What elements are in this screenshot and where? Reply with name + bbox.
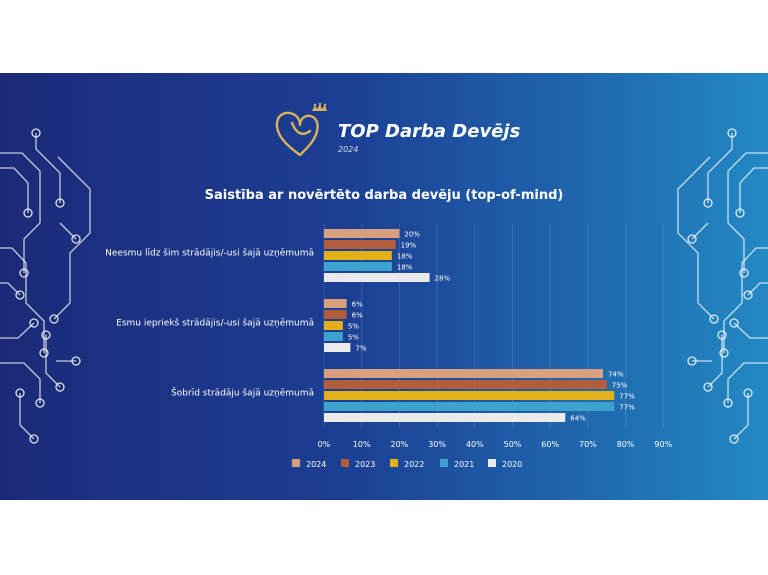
bar-value-label: 18% — [397, 264, 413, 272]
bar — [324, 343, 351, 352]
category-label: Neesmu līdz šim strādājis/-usi šajā uzņē… — [105, 248, 314, 259]
bar — [324, 310, 347, 319]
category-label: Esmu iepriekš strādājis/-usi šajā uzņēmu… — [116, 318, 314, 329]
bar — [324, 273, 430, 282]
legend-label: 2023 — [355, 460, 375, 469]
x-tick-label: 10% — [353, 440, 371, 449]
legend-label: 2024 — [306, 460, 326, 469]
legend-swatch — [292, 459, 300, 467]
bar-value-label: 77% — [619, 404, 635, 412]
bar — [324, 369, 603, 378]
bar-value-label: 5% — [348, 334, 359, 342]
bar — [324, 240, 396, 249]
bar — [324, 332, 343, 341]
x-tick-label: 90% — [654, 440, 672, 449]
circuit-decoration-left-icon — [0, 128, 91, 444]
bar-value-label: 74% — [608, 371, 624, 379]
legend-swatch — [440, 459, 448, 467]
legend-label: 2022 — [404, 460, 424, 469]
bar — [324, 229, 400, 238]
x-tick-label: 0% — [318, 440, 331, 449]
x-tick-label: 30% — [428, 440, 446, 449]
bar — [324, 413, 566, 422]
bar-value-label: 64% — [570, 415, 586, 423]
x-tick-label: 40% — [466, 440, 484, 449]
heart-crown-icon — [275, 102, 327, 157]
bar — [324, 380, 607, 389]
category-label: Šobrīd strādāju šajā uzņēmumā — [171, 387, 314, 399]
x-tick-label: 80% — [617, 440, 635, 449]
bar — [324, 299, 347, 308]
x-tick-label: 70% — [579, 440, 597, 449]
bar-value-label: 28% — [435, 275, 451, 283]
bar — [324, 262, 392, 271]
bar-value-label: 6% — [352, 301, 363, 309]
bar-value-label: 6% — [352, 312, 363, 320]
bar-value-label: 5% — [348, 323, 359, 331]
legend-swatch — [488, 459, 496, 467]
chart-title: Saistība ar novērtēto darba devēju (top-… — [204, 188, 564, 203]
bar-value-label: 19% — [401, 242, 417, 250]
bar — [324, 391, 615, 400]
x-tick-label: 20% — [391, 440, 409, 449]
slide-background: TOP Darba Devējs 2024 Saistība ar novērt… — [0, 73, 768, 500]
brand-logo: TOP Darba Devējs 2024 — [272, 102, 520, 159]
bar — [324, 321, 343, 330]
legend-swatch — [390, 459, 398, 467]
bar-value-label: 18% — [397, 253, 413, 261]
bar-value-label: 20% — [404, 231, 420, 239]
bar-value-label: 77% — [619, 393, 635, 401]
x-tick-label: 60% — [541, 440, 559, 449]
bar-value-label: 7% — [355, 345, 366, 353]
bar — [324, 251, 392, 260]
bar-value-label: 75% — [612, 382, 628, 390]
brand-title: TOP Darba Devējs — [338, 121, 521, 142]
legend-swatch — [341, 459, 349, 467]
brand-year: 2024 — [338, 145, 359, 154]
legend-label: 2020 — [502, 460, 522, 469]
bar — [324, 402, 615, 411]
x-tick-label: 50% — [504, 440, 522, 449]
circuit-decoration-right-icon — [677, 128, 768, 444]
legend-label: 2021 — [454, 460, 474, 469]
